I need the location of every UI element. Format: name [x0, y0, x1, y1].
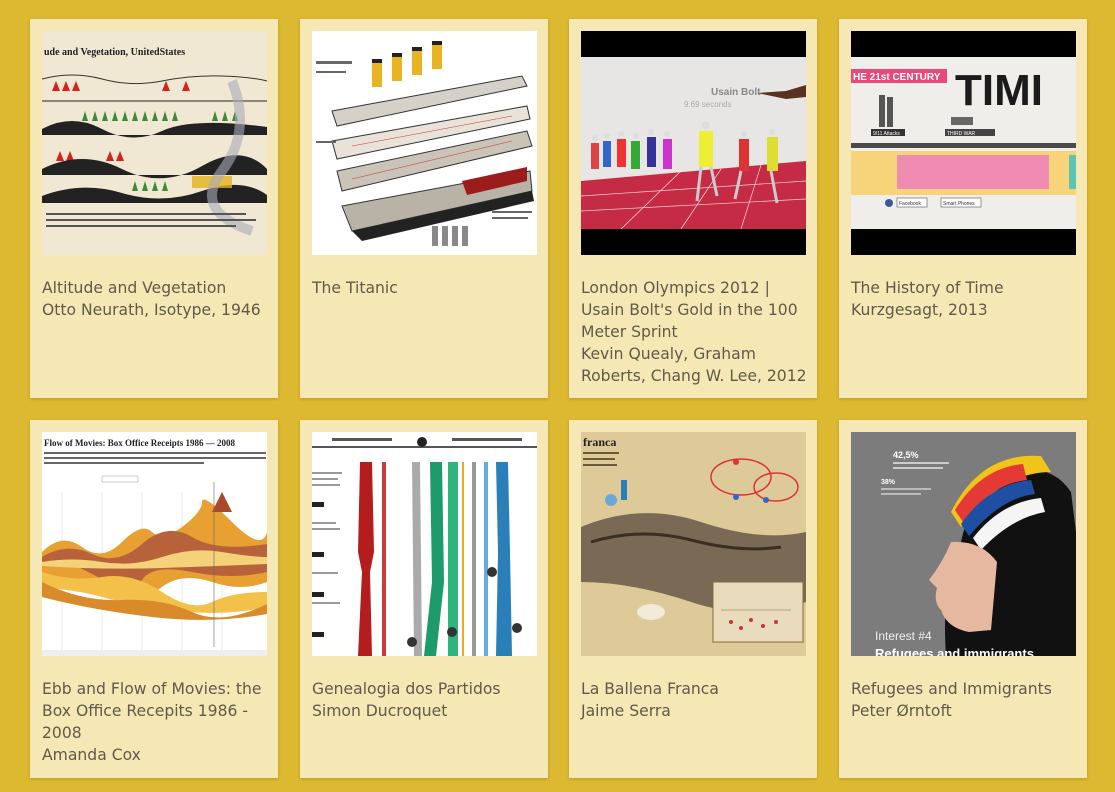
thumb-big-text: TIMI [955, 66, 1043, 115]
card-author: Kevin Quealy, Graham Roberts, Chang W. L… [581, 345, 807, 385]
card-caption: Refugees and Immigrants Peter Ørntoft [851, 678, 1079, 722]
thumb-title: Usain Bolt [711, 87, 761, 98]
thumb-title: HE 21st CENTURY [853, 72, 941, 83]
card-caption: The History of Time Kurzgesagt, 2013 [851, 277, 1079, 321]
thumb-label: THIRD WAR [947, 131, 976, 137]
card-title[interactable]: London Olympics 2012 | Usain Bolt's Gold… [581, 279, 798, 341]
thumb-title: Flow of Movies: Box Office Receipts 1986… [44, 438, 235, 448]
card-caption: The Titanic [312, 277, 540, 299]
card-title[interactable]: Genealogia dos Partidos [312, 680, 501, 698]
titanic-cutaway-thumbnail[interactable] [312, 31, 537, 255]
isotype-chart-thumbnail[interactable]: ude and Vegetation, UnitedStates [42, 31, 267, 255]
portrait-poster-thumbnail[interactable]: 42,5% 38% Interest #4 Refugees and immig… [851, 432, 1076, 656]
card-title[interactable]: Refugees and Immigrants [851, 680, 1052, 698]
gallery-card[interactable]: Flow of Movies: Box Office Receipts 1986… [30, 420, 278, 778]
whale-infographic-thumbnail[interactable]: franca [581, 432, 806, 656]
gallery-card[interactable]: franca La Ballena Franca Jaime Serra [569, 420, 817, 778]
card-author: Simon Ducroquet [312, 702, 448, 720]
thumb-subtitle: 9.69 seconds [684, 100, 732, 109]
card-author: Otto Neurath, Isotype, 1946 [42, 301, 261, 319]
card-author: Peter Ørntoft [851, 702, 952, 720]
card-caption: London Olympics 2012 | Usain Bolt's Gold… [581, 277, 809, 387]
thumb-label: Smart Phones [943, 201, 975, 207]
gallery-card[interactable]: ude and Vegetation, UnitedStates [30, 19, 278, 398]
card-caption: La Ballena Franca Jaime Serra [581, 678, 809, 722]
gallery-card[interactable]: The Titanic [300, 19, 548, 398]
thumb-stat: 42,5% [893, 450, 919, 460]
card-author: Jaime Serra [581, 702, 671, 720]
gallery-card[interactable]: Usain Bolt 9.69 seconds London Olympics … [569, 19, 817, 398]
thumb-title: franca [583, 435, 616, 449]
gallery-card[interactable]: HE 21st CENTURY TIMI 9/11 Attacks THIRD … [839, 19, 1087, 398]
thumb-title: Interest #4 [875, 629, 932, 643]
thumb-stat: 38% [881, 479, 896, 486]
card-author: Amanda Cox [42, 746, 141, 764]
gallery-card[interactable]: Genealogia dos Partidos Simon Ducroquet [300, 420, 548, 778]
gallery-card[interactable]: 42,5% 38% Interest #4 Refugees and immig… [839, 420, 1087, 778]
thumb-subtitle: Refugees and immigrants [875, 646, 1034, 656]
card-title[interactable]: Ebb and Flow of Movies: the Box Office R… [42, 680, 262, 742]
thumb-title: ude and Vegetation, UnitedStates [44, 47, 185, 58]
card-title[interactable]: The Titanic [312, 279, 398, 297]
card-author: Kurzgesagt, 2013 [851, 301, 988, 319]
party-genealogy-thumbnail[interactable] [312, 432, 537, 656]
card-title[interactable]: Altitude and Vegetation [42, 279, 227, 297]
thumb-label: 9/11 Attacks [873, 131, 900, 137]
card-caption: Ebb and Flow of Movies: the Box Office R… [42, 678, 270, 766]
card-title[interactable]: La Ballena Franca [581, 680, 719, 698]
card-caption: Genealogia dos Partidos Simon Ducroquet [312, 678, 540, 722]
thumb-label: Facebook [899, 201, 921, 207]
card-caption: Altitude and Vegetation Otto Neurath, Is… [42, 277, 270, 321]
sprint-race-thumbnail[interactable]: Usain Bolt 9.69 seconds [581, 31, 806, 255]
timeline-thumbnail[interactable]: HE 21st CENTURY TIMI 9/11 Attacks THIRD … [851, 31, 1076, 255]
card-title[interactable]: The History of Time [851, 279, 1004, 297]
streamgraph-thumbnail[interactable]: Flow of Movies: Box Office Receipts 1986… [42, 432, 267, 656]
